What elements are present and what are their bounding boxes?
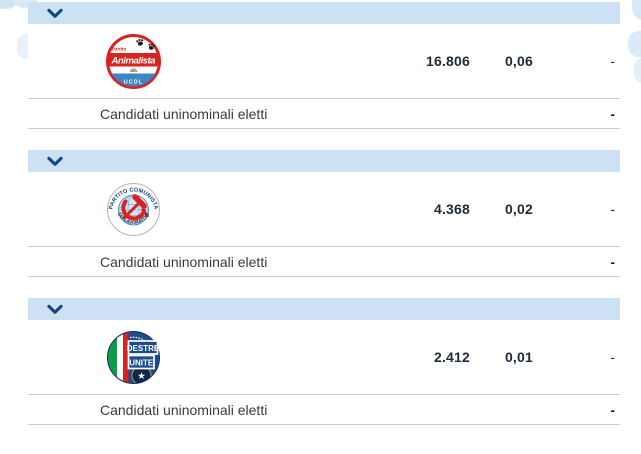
detail-row: Candidati uninominali eletti - — [28, 247, 620, 277]
detail-value: - — [610, 105, 615, 122]
party-result-row: PARTITO COMUNISTA DEI LAVORATORI 4.368 0… — [28, 172, 620, 247]
accordion-header-pcl[interactable] — [28, 150, 620, 172]
votes-value: 4.368 — [433, 201, 470, 217]
percent-value: 0,01 — [504, 349, 533, 365]
party-result-row: ★ DESTRE UNITE 2.412 0,01 - — [28, 320, 620, 395]
rainbow-icon — [129, 68, 138, 72]
paw-print-icon — [136, 38, 156, 50]
seats-value: - — [610, 201, 615, 217]
destre-unite-logo-line1: DESTRE — [127, 344, 160, 353]
detail-row: Candidati uninominali eletti - — [28, 395, 620, 425]
hammer-and-sickle-icon — [121, 193, 149, 220]
accordion-header-destre-unite[interactable] — [28, 298, 620, 320]
animalista-logo-bottom-text: UCDL — [124, 79, 144, 85]
partito-comunista-lavoratori-logo: PARTITO COMUNISTA DEI LAVORATORI — [107, 182, 160, 236]
detail-value: - — [610, 401, 615, 418]
decor-blob-right-3 — [634, 58, 641, 83]
votes-value: 16.806 — [425, 53, 470, 69]
chevron-down-icon[interactable] — [47, 304, 63, 315]
detail-label: Candidati uninominali eletti — [100, 105, 268, 122]
party-section-destre-unite: ★ DESTRE UNITE 2.412 0,01 - Candidati un… — [28, 298, 620, 425]
party-section-animalista: Partito Animalista — [28, 2, 620, 129]
detail-label: Candidati uninominali eletti — [100, 401, 268, 418]
destre-unite-party-logo: ★ DESTRE UNITE — [107, 330, 160, 384]
detail-row: Candidati uninominali eletti - — [28, 99, 620, 129]
star-icon: ★ — [137, 371, 146, 382]
party-result-row: Partito Animalista — [28, 24, 620, 99]
decor-blob-right-2 — [628, 31, 641, 57]
italian-flag-white-stripe — [117, 331, 123, 383]
accordion-header-animalista[interactable] — [28, 2, 620, 24]
italian-flag-red-stripe — [123, 331, 129, 383]
italian-flag-green-stripe — [108, 331, 117, 383]
party-results-list: Partito Animalista — [28, 2, 620, 446]
animalista-logo-band-text: Animalista — [111, 55, 157, 66]
chevron-down-icon[interactable] — [47, 8, 63, 19]
detail-label: Candidati uninominali eletti — [100, 253, 268, 270]
percent-value: 0,06 — [504, 53, 533, 69]
destre-unite-logo-line2: UNITE — [129, 358, 154, 367]
percent-value: 0,02 — [504, 201, 533, 217]
decor-blob-right-1 — [632, 0, 641, 20]
party-section-partito-comunista-dei-lavoratori: PARTITO COMUNISTA DEI LAVORATORI 4.368 0… — [28, 150, 620, 277]
detail-value: - — [610, 253, 615, 270]
logo-cell: ★ DESTRE UNITE — [28, 329, 360, 386]
animalista-party-logo: Partito Animalista — [106, 33, 161, 89]
chevron-down-icon[interactable] — [47, 156, 63, 167]
decor-blob-top-left — [0, 0, 18, 9]
animalista-logo-top-text: Partito — [112, 46, 127, 51]
logo-cell: Partito Animalista — [28, 33, 360, 90]
seats-value: - — [610, 349, 615, 365]
decor-blob-top-left-2 — [12, 0, 38, 8]
logo-cell: PARTITO COMUNISTA DEI LAVORATORI — [28, 181, 360, 238]
seats-value: - — [610, 53, 615, 69]
votes-value: 2.412 — [433, 349, 470, 365]
